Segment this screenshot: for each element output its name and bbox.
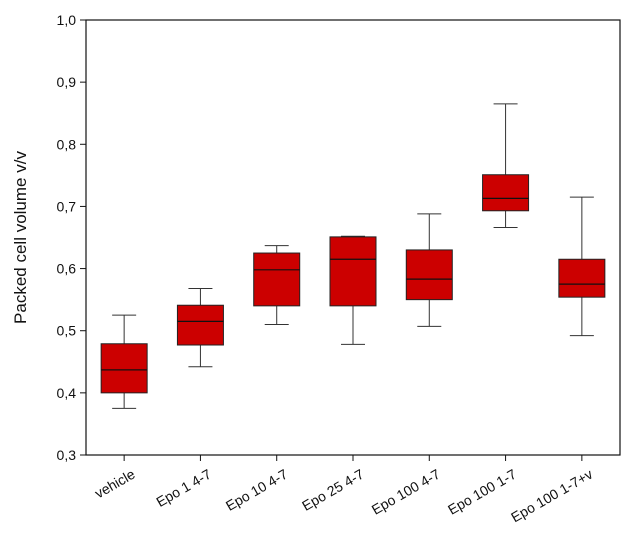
interquartile-box	[405, 249, 453, 301]
x-tick-label: Epo 10 4-7	[223, 466, 291, 514]
y-tick-label: 0,5	[57, 323, 77, 339]
x-tick-label: Epo 100 1-7	[445, 466, 519, 518]
interquartile-box	[176, 304, 224, 346]
interquartile-box	[100, 343, 148, 394]
box-6	[482, 103, 530, 229]
box-1	[100, 314, 148, 409]
x-tick-label: Epo 100 1-7+v	[508, 466, 595, 526]
box-3	[253, 245, 301, 325]
x-tick-label: Epo 1 4-7	[153, 466, 214, 510]
y-tick-label: 0,6	[57, 261, 77, 277]
interquartile-box	[329, 236, 377, 307]
x-tick-label: Epo 100 4-7	[369, 466, 443, 518]
interquartile-box	[482, 174, 530, 212]
y-axis-ticks: 0,3 0,4 0,5 0,6 0,7 0,8 0,9 1,0	[57, 12, 86, 463]
y-tick-label: 0,8	[57, 136, 77, 152]
y-tick-label: 0,9	[57, 74, 77, 90]
interquartile-box	[558, 258, 606, 298]
y-tick-label: 0,4	[57, 385, 77, 401]
interquartile-box	[253, 252, 301, 307]
y-tick-label: 0,3	[57, 447, 77, 463]
x-axis-ticks: vehicle Epo 1 4-7 Epo 10 4-7 Epo 25 4-7 Epo …	[92, 455, 595, 525]
box-5	[405, 213, 453, 327]
y-tick-label: 0,7	[57, 198, 77, 214]
y-axis-title: Packed cell volume v/v	[11, 151, 30, 324]
x-tick-label: Epo 25 4-7	[299, 466, 367, 514]
box-plot-series	[100, 103, 606, 409]
box-4	[329, 235, 377, 345]
box-7	[558, 196, 606, 337]
y-tick-label: 1,0	[57, 12, 77, 28]
box-2	[176, 287, 224, 368]
x-tick-label: vehicle	[92, 466, 138, 502]
